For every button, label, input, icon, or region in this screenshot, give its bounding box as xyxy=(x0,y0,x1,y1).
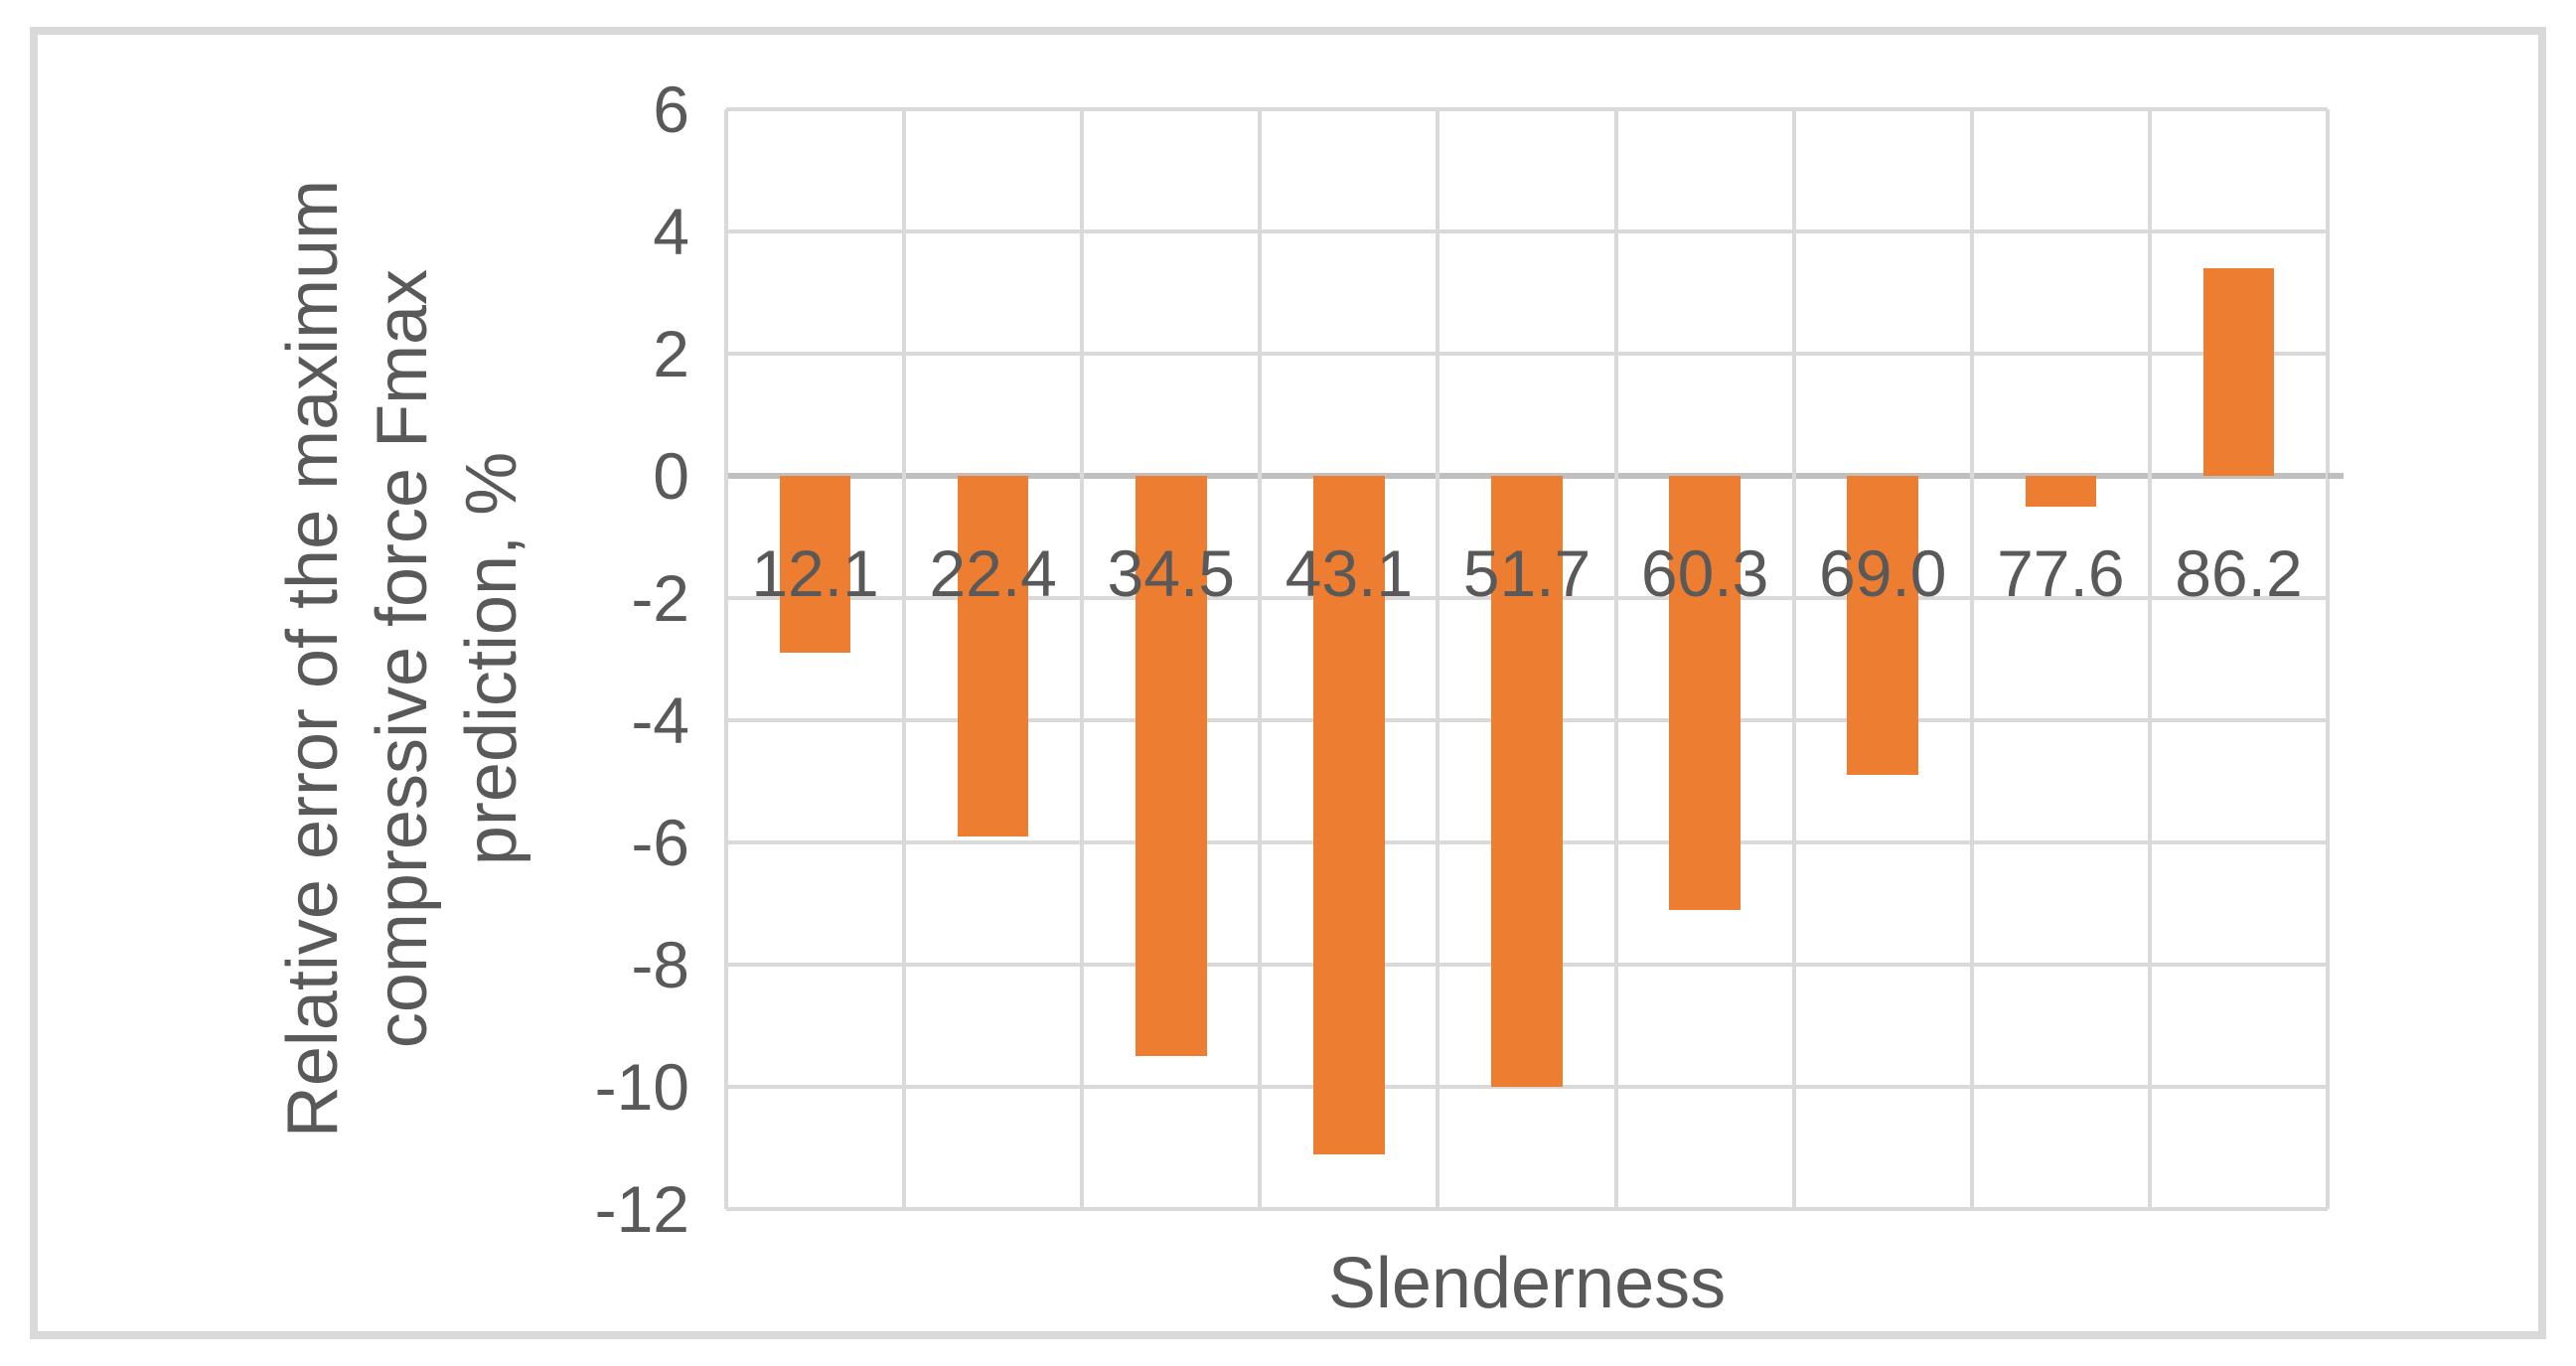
y-tick-label: -6 xyxy=(631,806,689,879)
y-tick-label: -4 xyxy=(631,683,689,757)
bar-43.1 xyxy=(1313,476,1385,1154)
y-axis-title-line: compressive force Fmax xyxy=(363,268,442,1049)
category-label: 60.3 xyxy=(1640,536,1769,610)
y-tick-label: -12 xyxy=(594,1172,689,1246)
y-tick-label: -2 xyxy=(631,561,689,635)
category-label: 12.1 xyxy=(751,536,879,610)
y-axis-title-line: prediction, % xyxy=(452,451,531,866)
h-gridline xyxy=(726,107,2328,111)
bar-60.3 xyxy=(1669,476,1741,910)
bar-22.4 xyxy=(957,476,1029,836)
bar-77.6 xyxy=(2025,476,2097,507)
y-axis-title-line: Relative error of the maximum xyxy=(273,179,353,1138)
category-label: 22.4 xyxy=(929,536,1057,610)
v-gridline xyxy=(1613,109,1618,1209)
bar-86.2 xyxy=(2202,267,2275,476)
category-label: 77.6 xyxy=(1997,536,2125,610)
v-gridline xyxy=(1258,109,1263,1209)
category-label: 34.5 xyxy=(1107,536,1235,610)
chart-frame xyxy=(30,27,2546,1339)
y-tick-label: -10 xyxy=(594,1050,689,1124)
h-gridline xyxy=(726,352,2328,356)
zero-axis-tick-overhang xyxy=(2328,473,2344,479)
bar-51.7 xyxy=(1491,476,1563,1087)
v-gridline xyxy=(902,109,907,1209)
category-label: 69.0 xyxy=(1818,536,1947,610)
y-tick-label: -8 xyxy=(631,928,689,1001)
h-gridline xyxy=(726,229,2328,233)
v-gridline xyxy=(2326,109,2330,1209)
category-label: 86.2 xyxy=(2175,536,2303,610)
category-label: 43.1 xyxy=(1285,536,1414,610)
h-gridline xyxy=(726,1207,2328,1211)
v-gridline xyxy=(1436,109,1440,1209)
v-gridline xyxy=(724,109,728,1209)
y-tick-label: 6 xyxy=(653,73,689,146)
bar-69.0 xyxy=(1847,476,1919,776)
category-label: 51.7 xyxy=(1462,536,1591,610)
y-tick-label: 0 xyxy=(653,439,689,513)
bar-12.1 xyxy=(779,476,851,654)
v-gridline xyxy=(1791,109,1796,1209)
bar-34.5 xyxy=(1135,476,1207,1057)
y-tick-label: 2 xyxy=(653,317,689,390)
y-tick-label: 4 xyxy=(653,195,689,268)
h-gridline xyxy=(726,1085,2328,1089)
v-gridline xyxy=(1080,109,1085,1209)
v-gridline xyxy=(2147,109,2152,1209)
x-axis-title: Slenderness xyxy=(1327,1244,1727,1323)
v-gridline xyxy=(1969,109,1974,1209)
plot-area: 12.1 22.4 34.5 43.1 51.7 60.3 69.0 77.6 86.2 xyxy=(724,107,2344,1211)
y-axis-title: Relative error of the maximum compressive… xyxy=(268,107,536,1210)
